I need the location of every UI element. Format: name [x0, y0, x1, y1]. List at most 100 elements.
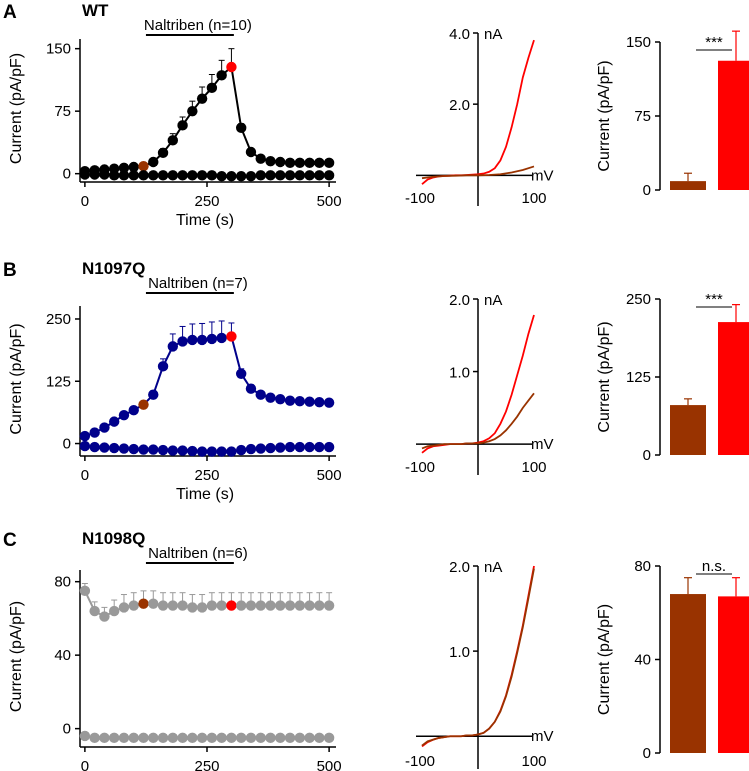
iv-y-tick-label: 1.0 [449, 365, 470, 382]
data-point [108, 170, 120, 181]
data-point [108, 732, 120, 744]
x-tick-label: 500 [317, 193, 342, 210]
data-point [138, 160, 149, 172]
y-tick-label: 0 [63, 721, 71, 738]
data-point [245, 146, 257, 158]
bar-y-tick-label: 0 [643, 447, 651, 464]
bar-y-tick-label: 80 [634, 558, 651, 575]
data-point [226, 331, 237, 342]
data-point [216, 70, 227, 81]
iv-x-tick-label: 100 [521, 459, 546, 476]
data-point [79, 430, 91, 442]
data-point [235, 122, 247, 134]
data-point [255, 443, 266, 454]
data-point [265, 600, 276, 611]
data-point [167, 732, 179, 744]
data-point [89, 732, 100, 744]
data-point [275, 732, 286, 744]
data-point [128, 161, 139, 173]
data-point [177, 336, 188, 347]
data-point [138, 732, 149, 744]
x-tick-label: 0 [81, 193, 89, 210]
drug-label: Naltriben (n=10) [144, 17, 252, 34]
iv-trace-baseline [421, 568, 535, 747]
data-point [284, 395, 296, 406]
significance-label: *** [705, 34, 723, 51]
panel-title: N1098Q [82, 529, 145, 548]
bar-baseline [670, 594, 706, 753]
data-point [235, 368, 247, 379]
data-point [294, 732, 306, 744]
y-axis-label: Current (pA/pF) [8, 323, 25, 434]
iv-x-tick-label: -100 [405, 753, 435, 770]
data-point [177, 120, 188, 131]
data-point [294, 441, 306, 453]
x-tick-label: 500 [317, 758, 342, 771]
bar-y-tick-label: 125 [626, 369, 651, 386]
data-point [323, 397, 335, 408]
data-point [206, 446, 218, 457]
data-point [187, 170, 198, 181]
data-point [157, 147, 169, 159]
data-point [265, 392, 276, 403]
y-axis-label: Current (pA/pF) [8, 601, 25, 712]
bar-baseline [670, 181, 706, 190]
data-point [187, 732, 198, 744]
bar-y-tick-label: 40 [634, 652, 651, 669]
data-point [294, 395, 306, 407]
data-point [206, 82, 218, 94]
bar-y-tick-label: 0 [643, 745, 651, 762]
data-point [157, 600, 169, 611]
data-point [216, 732, 227, 744]
significance-label: *** [705, 291, 723, 308]
significance-label: n.s. [702, 558, 726, 575]
data-point [167, 170, 179, 181]
data-point [275, 394, 286, 405]
y-tick-label: 0 [63, 436, 71, 453]
data-point [226, 446, 237, 457]
bar-y-tick-label: 0 [643, 182, 651, 199]
data-point [118, 409, 130, 421]
bar-baseline [670, 405, 706, 455]
data-point [108, 605, 120, 617]
data-point [275, 156, 286, 168]
data-point [255, 153, 266, 164]
data-point [157, 170, 169, 181]
data-point [304, 732, 315, 744]
y-tick-label: 250 [46, 311, 71, 328]
data-point [235, 170, 247, 182]
data-point [118, 443, 130, 454]
data-point [196, 170, 208, 181]
data-point [79, 585, 91, 597]
data-point [206, 732, 218, 744]
data-point [196, 732, 208, 744]
data-point [128, 170, 139, 181]
data-point [314, 441, 325, 453]
iv-y-tick-label: 2.0 [449, 292, 470, 309]
data-point [284, 732, 296, 744]
data-point [275, 170, 286, 181]
y-tick-label: 0 [63, 166, 71, 183]
data-point [206, 170, 218, 181]
data-point [265, 155, 276, 167]
data-point [187, 334, 198, 346]
data-point [206, 333, 218, 345]
data-point [284, 600, 296, 611]
bar-y-axis-label: Current (pA/pF) [596, 60, 613, 171]
panel-title: N1097Q [82, 259, 145, 278]
data-point [284, 157, 296, 169]
data-point [167, 341, 179, 352]
data-point [148, 732, 159, 744]
data-point [89, 427, 100, 438]
iv-x-tick-label: -100 [405, 459, 435, 476]
data-point [265, 442, 276, 454]
data-point [304, 441, 315, 453]
data-point [138, 170, 149, 181]
data-point [294, 600, 306, 611]
data-point [226, 600, 237, 611]
data-point [187, 602, 198, 613]
data-point [118, 170, 130, 181]
data-point [187, 105, 198, 117]
data-point [314, 600, 325, 611]
